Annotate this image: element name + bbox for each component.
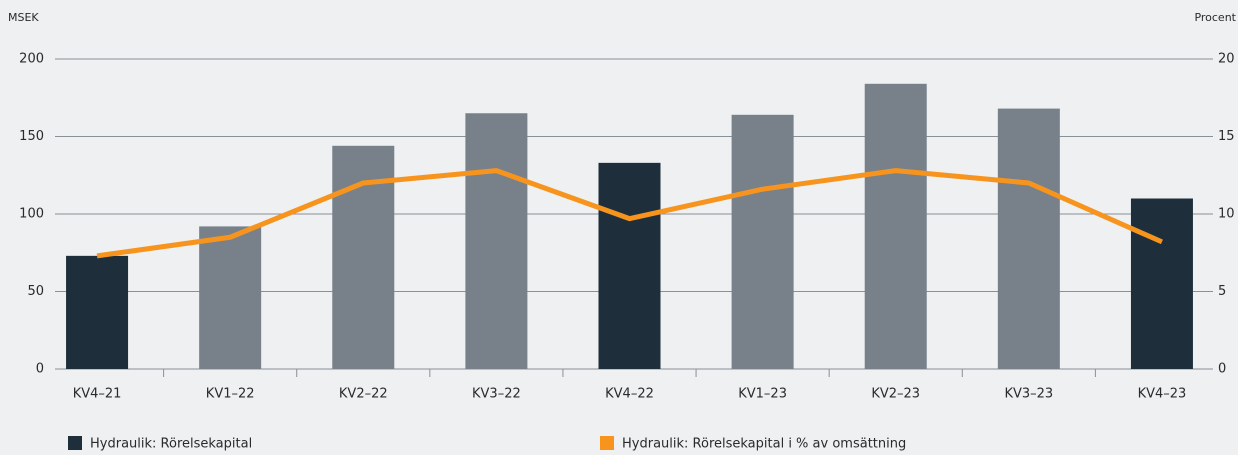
x-tick-label: KV2–22 xyxy=(339,387,388,402)
y-axis-label: MSEK xyxy=(8,11,39,24)
y2-tick-label: 10 xyxy=(1218,207,1235,222)
legend-label: Hydraulik: Rörelsekapital i % av omsättn… xyxy=(622,437,906,452)
x-tick-label: KV4–23 xyxy=(1138,387,1187,402)
bar xyxy=(66,255,129,369)
line xyxy=(96,168,1163,259)
bar xyxy=(997,108,1060,369)
x-tick-label: KV4–22 xyxy=(605,387,654,402)
y-tick-label: 150 xyxy=(19,129,44,144)
y-tick-label: 100 xyxy=(19,207,44,222)
y-tick-label: 0 xyxy=(36,362,44,377)
y2-tick-label: 5 xyxy=(1218,284,1226,299)
bar xyxy=(864,83,927,370)
y-tick-label: 200 xyxy=(19,52,44,67)
y-tick-label: 50 xyxy=(27,284,44,299)
legend-swatch xyxy=(68,436,82,450)
x-tick-label: KV3–23 xyxy=(1004,387,1053,402)
x-tick-label: KV4–21 xyxy=(73,387,122,402)
x-tick-label: KV1–22 xyxy=(206,387,255,402)
bar xyxy=(199,226,262,369)
legend-label: Hydraulik: Rörelsekapital xyxy=(90,437,252,452)
bar xyxy=(465,113,528,369)
legend-swatch xyxy=(600,436,614,450)
x-tick-label: KV2–23 xyxy=(871,387,920,402)
bar xyxy=(598,162,661,369)
y2-tick-label: 0 xyxy=(1218,362,1226,377)
x-tick-label: KV1–23 xyxy=(738,387,787,402)
y2-tick-label: 15 xyxy=(1218,129,1235,144)
y2-tick-label: 20 xyxy=(1218,52,1235,67)
x-tick-label: KV3–22 xyxy=(472,387,521,402)
y2-axis-label: Procent xyxy=(1194,11,1236,24)
bar xyxy=(1130,198,1193,369)
bar xyxy=(731,114,794,369)
